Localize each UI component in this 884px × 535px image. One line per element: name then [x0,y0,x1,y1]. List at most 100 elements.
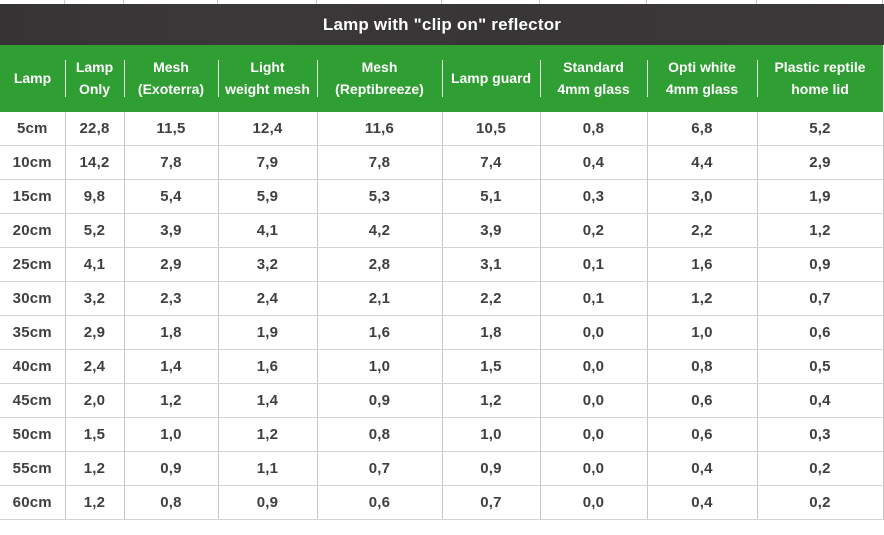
data-cell: 0,9 [124,451,219,486]
table-row: 10cm 14,2 7,8 7,9 7,8 7,4 0,4 4,4 2,9 [0,145,884,180]
data-cell: 2,2 [647,213,758,248]
data-cell: 1,5 [65,417,125,452]
table-row: 60cm 1,2 0,8 0,9 0,6 0,7 0,0 0,4 0,2 [0,485,884,520]
data-cell: 0,4 [757,383,884,418]
table-row: 15cm 9,8 5,4 5,9 5,3 5,1 0,3 3,0 1,9 [0,179,884,214]
data-cell: 5,2 [757,112,884,146]
top-gridline-strip [0,0,884,4]
table-title: Lamp with "clip on" reflector [322,14,562,34]
data-cell: 14,2 [65,145,125,180]
data-cell: 7,8 [124,145,219,180]
data-cell: 3,2 [65,281,125,316]
data-cell: 0,0 [540,349,648,384]
table-title-bar: Lamp with "clip on" reflector [0,4,884,45]
gridline-tick [756,0,757,4]
data-cell: 1,0 [124,417,219,452]
data-cell: 2,9 [65,315,125,350]
data-cell: 0,2 [757,451,884,486]
data-cell: 7,8 [317,145,443,180]
data-cell: 1,0 [647,315,758,350]
data-cell: 1,6 [218,349,318,384]
column-header: Lamp [0,45,65,112]
data-cell: 5,9 [218,179,318,214]
data-cell: 0,7 [317,451,443,486]
data-cell: 1,2 [124,383,219,418]
data-cell: 0,8 [317,417,443,452]
data-cell: 2,3 [124,281,219,316]
data-cell: 0,6 [757,315,884,350]
data-cell: 0,9 [218,485,318,520]
data-cell: 11,5 [124,112,219,146]
data-cell: 11,6 [317,112,443,146]
data-cell: 0,0 [540,417,648,452]
data-cell: 0,4 [647,451,758,486]
data-cell: 0,9 [442,451,541,486]
gridline-tick [123,0,124,4]
header-row: Lamp Lamp Only Mesh (Exoterra) Light weight… [0,45,883,112]
data-cell: 3,0 [647,179,758,214]
row-label: 50cm [0,417,66,452]
data-cell: 9,8 [65,179,125,214]
data-cell: 0,6 [317,485,443,520]
table-row: 55cm 1,2 0,9 1,1 0,7 0,9 0,0 0,4 0,2 [0,451,884,486]
data-cell: 1,2 [65,451,125,486]
data-cell: 1,8 [124,315,219,350]
data-cell: 2,2 [442,281,541,316]
data-cell: 2,4 [218,281,318,316]
gridline-tick [882,0,883,4]
data-cell: 0,8 [647,349,758,384]
row-label: 45cm [0,383,66,418]
row-label: 35cm [0,315,66,350]
data-cell: 0,4 [647,485,758,520]
column-header: Lamp Only [64,45,124,112]
data-cell: 1,9 [757,179,884,214]
data-cell: 0,0 [540,451,648,486]
data-cell: 0,3 [540,179,648,214]
gridline-tick [64,0,65,4]
data-cell: 3,1 [442,247,541,282]
gridline-tick [646,0,647,4]
data-cell: 5,3 [317,179,443,214]
gridline-tick [441,0,442,4]
data-cell: 0,1 [540,247,648,282]
data-cell: 3,9 [124,213,219,248]
data-cell: 0,8 [540,112,648,146]
data-cell: 0,2 [757,485,884,520]
row-label: 40cm [0,349,66,384]
data-cell: 10,5 [442,112,541,146]
column-header: Standard 4mm glass [539,45,647,112]
data-cell: 0,0 [540,485,648,520]
table-row: 45cm 2,0 1,2 1,4 0,9 1,2 0,0 0,6 0,4 [0,383,884,418]
data-cell: 2,4 [65,349,125,384]
data-cell: 1,9 [218,315,318,350]
row-label: 60cm [0,485,66,520]
row-label: 5cm [0,112,66,146]
row-label: 10cm [0,145,66,180]
data-cell: 5,2 [65,213,125,248]
column-header: Mesh (Exoterra) [123,45,218,112]
data-cell: 0,4 [540,145,648,180]
data-cell: 0,0 [540,383,648,418]
data-cell: 0,7 [442,485,541,520]
data-cell: 2,0 [65,383,125,418]
row-label: 15cm [0,179,66,214]
gridline-tick [316,0,317,4]
row-label: 55cm [0,451,66,486]
gridline-tick [539,0,540,4]
row-label: 25cm [0,247,66,282]
row-label: 30cm [0,281,66,316]
data-cell: 1,6 [647,247,758,282]
data-cell: 0,9 [317,383,443,418]
data-cell: 0,6 [647,417,758,452]
data-cell: 1,2 [218,417,318,452]
data-cell: 0,7 [757,281,884,316]
table-row: 20cm 5,2 3,9 4,1 4,2 3,9 0,2 2,2 1,2 [0,213,884,248]
column-header: Lamp guard [441,45,540,112]
data-cell: 5,1 [442,179,541,214]
data-cell: 3,2 [218,247,318,282]
table-row: 50cm 1,5 1,0 1,2 0,8 1,0 0,0 0,6 0,3 [0,417,884,452]
data-cell: 1,1 [218,451,318,486]
data-cell: 6,8 [647,112,758,146]
column-header: Mesh (Reptibreeze) [316,45,442,112]
